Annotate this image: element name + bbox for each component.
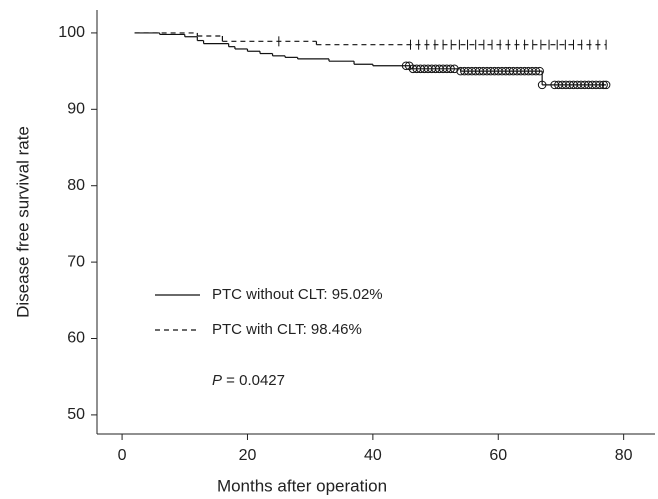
x-axis-label: Months after operation [217, 476, 387, 495]
y-tick-label: 80 [67, 177, 85, 194]
censor-mark [535, 66, 544, 76]
legend-label: PTC without CLT: 95.02% [212, 286, 383, 303]
y-axis-label: Disease free survival rate [13, 126, 32, 318]
censor-mark [537, 80, 547, 90]
annotation-italic: P [212, 372, 222, 389]
y-tick-label: 100 [58, 24, 85, 41]
y-tick-label: 70 [67, 253, 85, 270]
censor-mark [450, 64, 459, 74]
y-tick-label: 60 [67, 330, 85, 347]
censor-mark [401, 61, 411, 71]
x-tick-label: 60 [489, 447, 507, 464]
x-tick-label: 40 [364, 447, 382, 464]
censor-mark [446, 64, 455, 74]
annotation: P = 0.0427 [212, 372, 285, 389]
censor-mark [531, 66, 541, 76]
annotation-text: = 0.0427 [222, 372, 285, 389]
x-tick-label: 20 [239, 447, 257, 464]
censor-mark [599, 80, 608, 90]
y-tick-label: 90 [67, 101, 85, 118]
y-tick-label: 50 [67, 406, 85, 423]
legend-label: PTC with CLT: 98.46% [212, 321, 362, 338]
x-tick-label: 80 [615, 447, 633, 464]
x-tick-label: 0 [118, 447, 127, 464]
censor-mark [601, 80, 611, 90]
censor-mark [595, 80, 605, 90]
